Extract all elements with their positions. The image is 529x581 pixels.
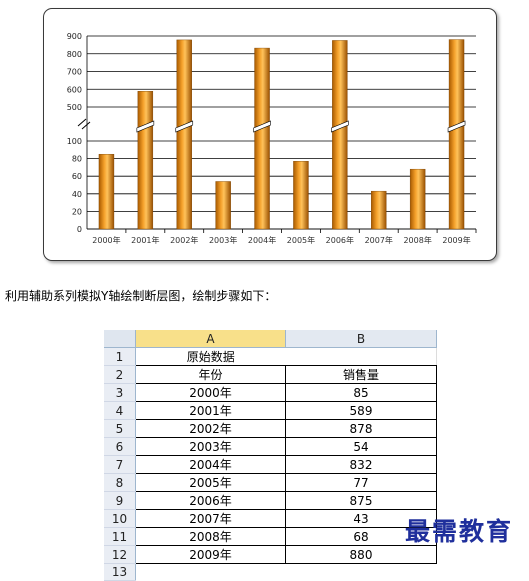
x-tick-label: 2006年 [326, 235, 354, 245]
x-tick-label: 2007年 [365, 235, 393, 245]
table-cell[interactable]: 2000年 [135, 383, 286, 402]
table-cell[interactable]: 43 [285, 509, 437, 528]
row-header[interactable]: 2 [104, 365, 136, 384]
sheet-title-cell[interactable]: 原始数据 [135, 347, 286, 366]
table-cell[interactable] [285, 347, 437, 366]
chart-frame: 0 20 40 60 80 100 500 600 700 800 900 2000年 2001年 200… [43, 8, 497, 261]
x-tick-label: 2005年 [287, 235, 315, 245]
row-header[interactable]: 6 [104, 437, 136, 456]
x-tick-label: 2000年 [92, 235, 120, 245]
row-header[interactable]: 4 [104, 401, 136, 420]
row-header[interactable]: 9 [104, 491, 136, 510]
row-header[interactable]: 12 [104, 545, 136, 564]
table-cell[interactable]: 2001年 [135, 401, 286, 420]
bar [371, 190, 387, 230]
bar [98, 153, 115, 230]
x-tick-label: 2008年 [403, 235, 431, 245]
axis-break-mark [81, 121, 91, 130]
x-tick-label: 2009年 [442, 235, 470, 245]
column-header-a[interactable]: A [135, 330, 286, 348]
y-tick-label: 100 [67, 137, 82, 146]
watermark-logo: 最需教育 [405, 517, 514, 546]
table-cell[interactable]: 2006年 [135, 491, 286, 510]
bar [176, 39, 192, 230]
select-all-corner[interactable] [104, 330, 136, 348]
y-tick-label: 80 [72, 155, 82, 164]
table-cell[interactable]: 832 [285, 455, 437, 474]
row-header[interactable]: 10 [104, 509, 136, 528]
y-tick-label: 700 [67, 68, 82, 77]
axis-break-mark [77, 118, 87, 127]
x-tick-label: 2004年 [248, 235, 276, 245]
bar-break-mark [175, 120, 194, 133]
row-header[interactable]: 11 [104, 527, 136, 546]
bar-break-mark [136, 120, 155, 133]
y-tick-label: 40 [72, 190, 82, 199]
row-header[interactable]: 13 [104, 563, 136, 581]
bar [332, 40, 348, 230]
table-cell[interactable]: 2002年 [135, 419, 286, 438]
bar-break-mark [253, 120, 271, 133]
row-header[interactable]: 8 [104, 473, 136, 492]
table-cell[interactable]: 2004年 [135, 455, 286, 474]
y-tick-label: 0 [77, 225, 82, 234]
bar [409, 168, 426, 230]
x-tick-label: 2003年 [209, 235, 237, 245]
y-tick-label: 500 [67, 103, 82, 112]
x-tick-label: 2002年 [170, 235, 198, 245]
table-cell[interactable]: 589 [285, 401, 437, 420]
table-cell[interactable]: 85 [285, 383, 437, 402]
table-cell[interactable] [286, 564, 437, 581]
bar-break-mark [331, 120, 349, 133]
y-tick-label: 20 [72, 207, 82, 216]
header-cell-sales[interactable]: 销售量 [285, 365, 437, 384]
y-tick-label: 600 [67, 85, 82, 94]
bar [448, 39, 465, 230]
caption-text: 利用辅助系列模拟Y轴绘制断层图，绘制步骤如下： [5, 289, 277, 303]
y-tick-label: 800 [67, 50, 82, 59]
table-cell[interactable]: 878 [285, 419, 437, 438]
row-header[interactable]: 3 [104, 383, 136, 402]
table-cell[interactable] [136, 564, 286, 581]
column-header-b[interactable]: B [285, 330, 437, 348]
table-cell[interactable]: 2007年 [135, 509, 286, 528]
y-tick-label: 60 [72, 172, 82, 181]
y-tick-label: 900 [67, 32, 82, 41]
row-header[interactable]: 1 [104, 347, 136, 366]
table-cell[interactable]: 2003年 [135, 437, 286, 456]
spreadsheet: A B 1 原始数据 2 年份 销售量 3 2000年 85 4 2001年 5… [104, 330, 437, 581]
bar [137, 91, 154, 230]
table-cell[interactable]: 2008年 [135, 527, 286, 546]
bar-break-mark [447, 120, 466, 133]
table-cell[interactable]: 2005年 [135, 473, 286, 492]
bar [293, 161, 309, 230]
row-header[interactable]: 7 [104, 455, 136, 474]
table-cell[interactable]: 68 [285, 527, 437, 546]
table-cell[interactable]: 875 [285, 491, 437, 510]
bar [215, 181, 231, 230]
bar [254, 47, 270, 230]
x-tick-label: 2001年 [131, 235, 159, 245]
table-cell[interactable]: 54 [285, 437, 437, 456]
broken-axis-bar-chart: 0 20 40 60 80 100 500 600 700 800 900 2000年 2001年 200… [67, 32, 477, 245]
table-cell[interactable]: 77 [285, 473, 437, 492]
row-header[interactable]: 5 [104, 419, 136, 438]
header-cell-year[interactable]: 年份 [135, 365, 286, 384]
